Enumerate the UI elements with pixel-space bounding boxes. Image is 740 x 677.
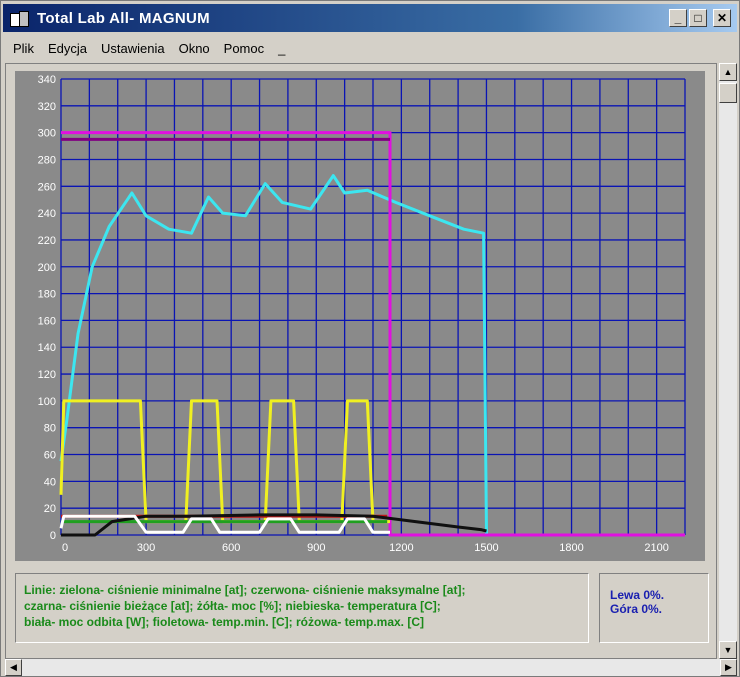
y-tick-label: 60 [44, 450, 56, 462]
scroll-left-arrow-icon[interactable]: ◀ [5, 659, 22, 676]
y-tick-label: 0 [50, 530, 56, 542]
menu-plik[interactable]: Plik [13, 40, 34, 56]
series-line-7 [59, 514, 390, 534]
status-top: Góra 0%. [610, 602, 663, 616]
series-line-0 [59, 174, 488, 536]
vertical-scrollbar[interactable]: ▲ ▼ [719, 63, 737, 659]
y-tick-label: 40 [44, 476, 56, 488]
legend-line-2: czarna- ciśnienie bieżące [at]; żółta- m… [24, 599, 441, 613]
y-tick-label: 120 [38, 369, 56, 381]
y-tick-label: 100 [38, 396, 56, 408]
y-tick-label: 340 [38, 74, 56, 86]
scroll-up-arrow-icon[interactable]: ▲ [719, 63, 737, 81]
menu-okno[interactable]: Okno [178, 40, 210, 56]
x-tick-label: 300 [137, 542, 155, 554]
series-line-6 [61, 513, 487, 537]
scroll-right-arrow-icon[interactable]: ▶ [720, 659, 737, 676]
menu-bar: Plik Edycja Ustawienia Okno Pomoc _ [3, 37, 737, 59]
x-tick-label: 1200 [389, 542, 413, 554]
y-tick-label: 200 [38, 262, 56, 274]
y-tick-label: 240 [38, 208, 56, 220]
legend-line-1: Linie: zielona- ciśnienie minimalne [at]… [24, 583, 466, 597]
status-panel: Lewa 0%. Góra 0%. [599, 573, 709, 643]
x-tick-label: 0 [62, 542, 68, 554]
y-tick-label: 220 [38, 235, 56, 247]
vertical-scroll-thumb[interactable] [719, 83, 737, 103]
chart-background [15, 71, 705, 561]
status-left: Lewa 0%. [610, 588, 665, 602]
minimize-button[interactable]: _ [669, 9, 687, 27]
series-line-1 [61, 131, 685, 537]
y-tick-label: 260 [38, 181, 56, 193]
process-chart: 0 20 40 60 80 100 120 140 160 180 200 220 240 260 280 3… [15, 71, 705, 561]
y-tick-label: 320 [38, 101, 56, 113]
x-tick-label: 2100 [644, 542, 668, 554]
y-tick-label: 80 [44, 423, 56, 435]
y-tick-label: 280 [38, 154, 56, 166]
y-tick-label: 180 [38, 289, 56, 301]
x-tick-label: 1500 [474, 542, 498, 554]
maximize-button[interactable]: □ [689, 9, 707, 27]
y-tick-label: 300 [38, 128, 56, 140]
app-icon[interactable] [9, 9, 29, 27]
legend-line-3: biała- moc odbita [W]; fioletowa- temp.m… [24, 615, 425, 629]
y-tick-label: 160 [38, 315, 56, 327]
horizontal-scrollbar[interactable]: ◀ ▶ [5, 659, 737, 676]
close-button[interactable]: ✕ [713, 9, 731, 27]
y-tick-label: 140 [38, 342, 56, 354]
legend-panel: Linie: zielona- ciśnienie minimalne [at]… [15, 573, 589, 643]
title-bar[interactable]: Total Lab All- MAGNUM _ □ ✕ [3, 4, 737, 32]
menu-ustawienia[interactable]: Ustawienia [100, 40, 165, 56]
window-title: Total Lab All- MAGNUM [37, 9, 210, 27]
menu-underscore: _ [278, 40, 286, 56]
y-tick-label: 20 [44, 503, 56, 515]
menu-pomoc[interactable]: Pomoc [223, 40, 265, 56]
menu-edycja[interactable]: Edycja [47, 40, 87, 56]
x-tick-label: 1800 [559, 542, 583, 554]
x-tick-label: 600 [222, 542, 240, 554]
scroll-down-arrow-icon[interactable]: ▼ [719, 641, 737, 659]
x-tick-label: 900 [307, 542, 325, 554]
